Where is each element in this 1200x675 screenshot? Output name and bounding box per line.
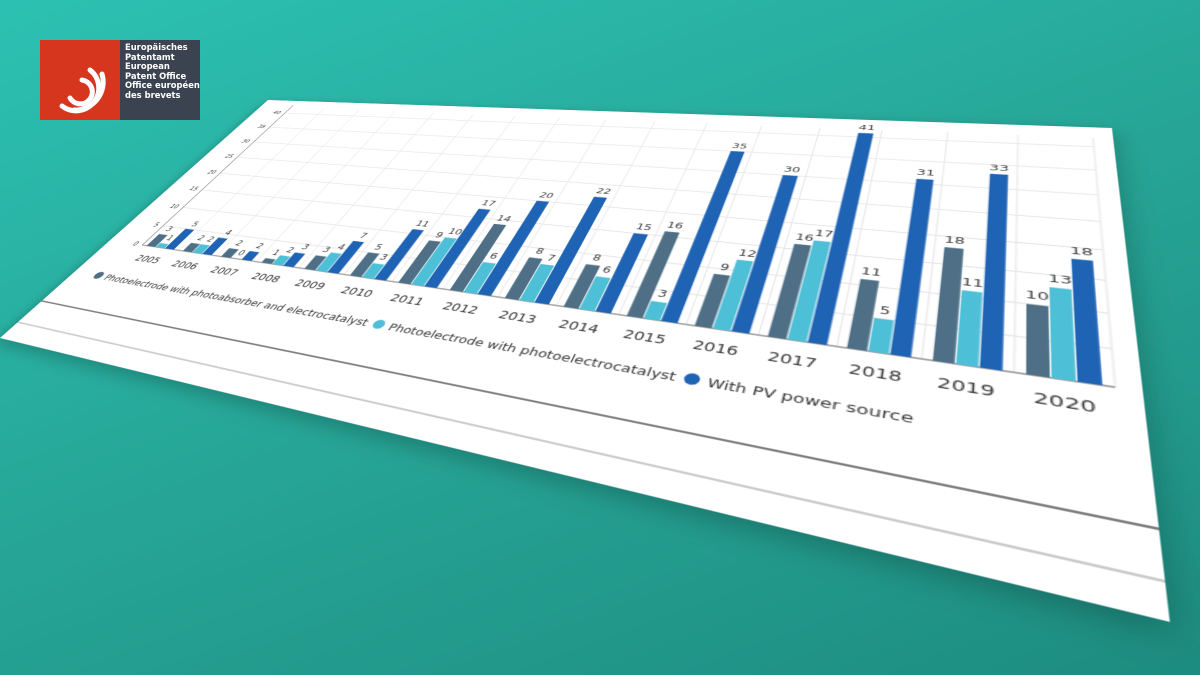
y-tick-label: 10 [167,204,181,210]
x-tick-label: 2015 [621,327,669,348]
page: Europäisches Patentamt European Patent O… [0,0,1200,675]
data-label: 33 [989,163,1009,173]
x-tick-label: 2007 [207,264,242,278]
data-label: 3 [162,225,175,233]
data-label: 6 [600,265,613,276]
legend-label: With PV power source [705,376,915,427]
bar [980,174,1008,371]
data-label: 6 [487,251,500,261]
x-tick-label: 2014 [556,317,602,337]
data-label: 4 [222,228,235,237]
data-label: 10 [1025,289,1049,305]
data-label: 7 [357,231,370,240]
data-label: 9 [433,230,446,240]
y-tick-label: 30 [239,139,252,144]
logo-line: des brevets [125,91,200,101]
data-label: 35 [731,142,749,151]
chart-card: 0 5 10 15 20 25 30 35 40 2005 3 1 5 2006 2 2 4 2007 2 0 2 200… [0,100,1170,622]
grid-line-vertical [619,123,707,314]
legend-marker [370,319,387,330]
x-tick-label: 2009 [292,277,329,292]
logo-mark [40,40,120,120]
bar [868,318,893,354]
data-label: 13 [1048,272,1072,287]
data-label: 11 [413,219,432,229]
bar [956,290,982,367]
data-label: 30 [783,165,802,175]
y-tick-label: 35 [255,125,267,130]
grid-line-vertical [216,110,358,256]
data-label: 11 [860,265,882,279]
logo-icon [40,40,120,120]
bar [1026,304,1050,378]
x-tick-label: 2010 [338,284,377,300]
y-tick-label: 0 [130,241,141,248]
logo-text: Europäisches Patentamt European Patent O… [120,40,200,120]
y-tick-label: 20 [205,170,218,176]
data-label: 14 [494,214,513,224]
data-label: 3 [299,243,312,252]
legend-marker [682,372,701,386]
data-label: 9 [718,262,731,274]
y-tick-label: 5 [151,222,161,228]
y-tick-label: 15 [186,187,199,193]
grid-line-vertical [178,109,324,250]
x-tick-label: 2013 [496,308,540,327]
data-label: 16 [665,220,685,231]
data-label: 15 [634,222,654,233]
data-label: 17 [813,228,834,240]
data-label: 22 [594,187,613,197]
x-tick-label: 2005 [132,253,164,266]
x-tick-label: 2019 [936,374,996,401]
data-label: 2 [253,241,266,250]
logo: Europäisches Patentamt European Patent O… [40,40,200,120]
bar [1071,259,1102,386]
x-tick-label: 2008 [248,270,284,285]
data-label: 31 [916,168,936,178]
x-tick-label: 2006 [169,258,202,271]
data-label: 12 [737,247,758,259]
data-label: 11 [961,276,984,291]
data-label: 17 [479,199,498,208]
grid-line [285,113,1094,147]
y-tick-label: 40 [271,111,283,116]
x-tick-label: 2017 [766,348,819,371]
data-label: 5 [189,220,202,228]
x-tick-label: 2011 [387,291,427,308]
data-label: 5 [372,242,385,252]
bar [890,179,933,358]
data-label: 41 [858,124,876,133]
x-tick-label: 2018 [847,361,903,386]
grid-line [270,127,1096,170]
bar [1049,287,1075,381]
data-label: 5 [879,304,892,318]
y-axis [142,105,293,245]
chart: 0510152025303540200531520062242007202200… [0,100,1170,622]
x-tick-label: 2016 [690,337,741,359]
data-label: 20 [537,191,556,200]
x-tick-label: 2012 [440,299,482,317]
legend-label: Photoelectrode with photoabsorber and el… [101,273,372,329]
data-label: 18 [944,234,966,247]
data-label: 18 [1070,245,1094,259]
data-label: 16 [794,232,815,244]
data-label: 7 [545,253,558,264]
y-tick-label: 25 [222,154,234,159]
x-tick-label: 2020 [1033,388,1098,417]
data-label: 2 [233,239,246,248]
